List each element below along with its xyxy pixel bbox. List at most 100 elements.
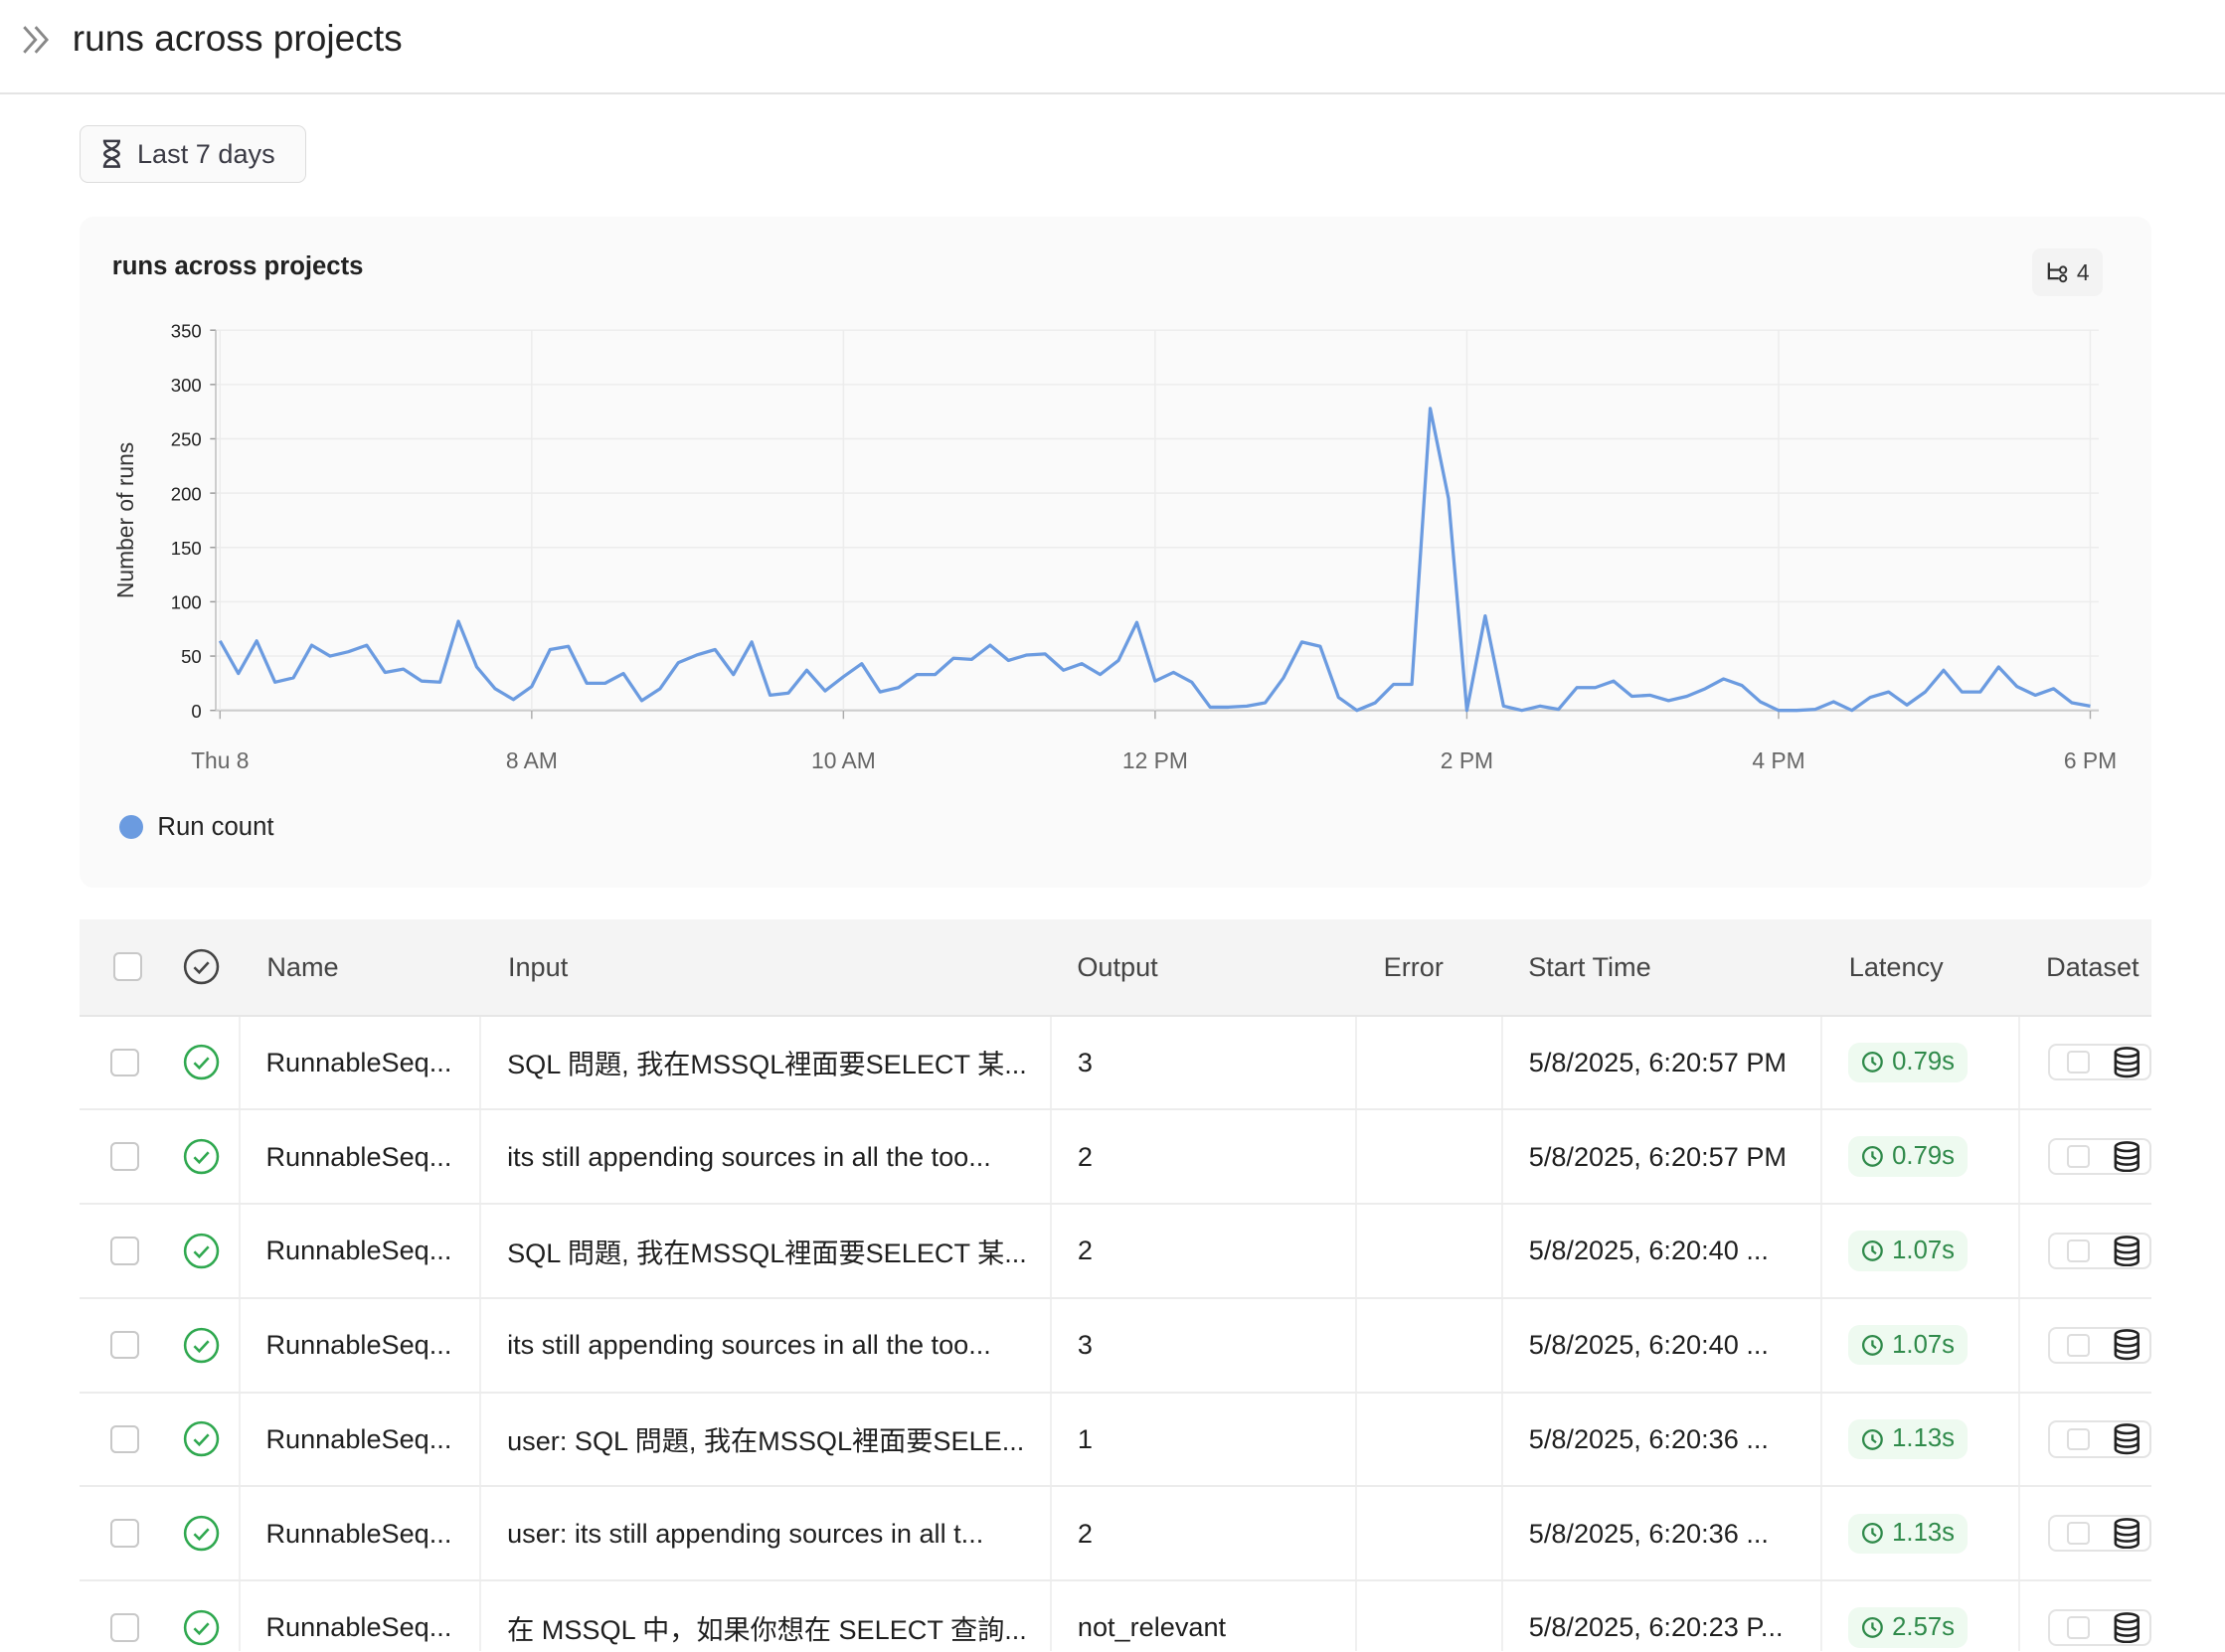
column-input[interactable]: Input bbox=[507, 950, 569, 982]
y-tick-label: 300 bbox=[171, 375, 202, 396]
database-icon bbox=[2114, 1518, 2139, 1550]
time-range-filter[interactable]: Last 7 days bbox=[79, 124, 307, 184]
status-check-icon[interactable] bbox=[183, 948, 220, 985]
dataset-checkbox[interactable] bbox=[2067, 1616, 2091, 1639]
table-row[interactable]: RunnableSeq... user: SQL 問題, 我在MSSQL裡面要SE… bbox=[79, 1393, 2151, 1488]
table-row[interactable]: RunnableSeq... SQL 問題, 我在MSSQL裡面要SELECT 某… bbox=[79, 1205, 2151, 1299]
y-tick-label: 200 bbox=[171, 484, 202, 505]
database-icon bbox=[2114, 1141, 2139, 1173]
cell-output[interactable]: 2 bbox=[1050, 1205, 1356, 1297]
add-to-dataset-control[interactable] bbox=[2048, 1326, 2151, 1364]
latency-value: 1.13s bbox=[1892, 1424, 1955, 1453]
table-row[interactable]: RunnableSeq... its still appending source… bbox=[79, 1298, 2151, 1394]
y-tick-label: 50 bbox=[181, 647, 202, 668]
add-to-dataset-control[interactable] bbox=[2048, 1515, 2151, 1553]
cell-input[interactable]: user: SQL 問題, 我在MSSQL裡面要SELE... bbox=[479, 1393, 1050, 1486]
cell-error[interactable] bbox=[1355, 1298, 1501, 1392]
cell-input[interactable]: SQL 問題, 我在MSSQL裡面要SELECT 某... bbox=[479, 1205, 1050, 1297]
row-checkbox[interactable] bbox=[110, 1424, 139, 1454]
cell-start[interactable]: 5/8/2025, 6:20:36 ... bbox=[1501, 1487, 1822, 1580]
clock-icon bbox=[1861, 1239, 1883, 1261]
dataset-checkbox[interactable] bbox=[2067, 1051, 2091, 1074]
y-tick-label: 100 bbox=[171, 592, 202, 613]
row-checkbox[interactable] bbox=[110, 1048, 139, 1077]
table-row[interactable]: RunnableSeq... user: its still appending … bbox=[79, 1487, 2151, 1582]
cell-start[interactable]: 5/8/2025, 6:20:36 ... bbox=[1501, 1393, 1822, 1486]
add-to-dataset-control[interactable] bbox=[2048, 1044, 2151, 1081]
cell-start[interactable]: 5/8/2025, 6:20:57 PM bbox=[1501, 1016, 1822, 1109]
cell-input[interactable]: user: its still appending sources in all… bbox=[479, 1487, 1050, 1580]
cell-name[interactable]: RunnableSeq... bbox=[238, 1205, 480, 1297]
x-tick-label: 2 PM bbox=[1441, 748, 1493, 774]
select-all-checkbox[interactable] bbox=[113, 952, 142, 981]
add-to-dataset-control[interactable] bbox=[2048, 1138, 2151, 1176]
table-row[interactable]: RunnableSeq... SQL 問題, 我在MSSQL裡面要SELECT 某… bbox=[79, 1016, 2151, 1111]
dataset-checkbox[interactable] bbox=[2067, 1239, 2091, 1262]
dataset-checkbox[interactable] bbox=[2067, 1427, 2091, 1451]
cell-output[interactable]: 3 bbox=[1050, 1016, 1356, 1109]
cell-output[interactable]: 1 bbox=[1050, 1393, 1356, 1486]
cell-output[interactable]: 2 bbox=[1050, 1487, 1356, 1580]
add-to-dataset-control[interactable] bbox=[2048, 1608, 2151, 1647]
cell-name[interactable]: RunnableSeq... bbox=[238, 1298, 480, 1392]
latency-value: 1.13s bbox=[1892, 1519, 1955, 1548]
project-count-badge[interactable]: 4 bbox=[2031, 248, 2104, 297]
y-tick-label: 350 bbox=[171, 321, 202, 342]
cell-error[interactable] bbox=[1355, 1487, 1501, 1580]
x-tick-label: 12 PM bbox=[1122, 748, 1188, 774]
latency-value: 2.57s bbox=[1892, 1612, 1955, 1641]
cell-input[interactable]: 在 MSSQL 中，如果你想在 SELECT 查詢... bbox=[479, 1581, 1050, 1652]
cell-error[interactable] bbox=[1355, 1110, 1501, 1204]
column-start-time[interactable]: Start Time bbox=[1528, 950, 1651, 982]
dataset-checkbox[interactable] bbox=[2067, 1522, 2091, 1546]
cell-name[interactable]: RunnableSeq... bbox=[238, 1016, 480, 1109]
row-checkbox[interactable] bbox=[110, 1330, 139, 1360]
table-row[interactable]: RunnableSeq... its still appending source… bbox=[79, 1110, 2151, 1206]
project-count: 4 bbox=[2076, 258, 2090, 285]
column-name[interactable]: Name bbox=[266, 950, 339, 982]
dataset-checkbox[interactable] bbox=[2067, 1145, 2091, 1169]
cell-start[interactable]: 5/8/2025, 6:20:23 P... bbox=[1501, 1581, 1822, 1652]
latency-badge: 0.79s bbox=[1847, 1042, 1968, 1083]
cell-error[interactable] bbox=[1355, 1016, 1501, 1109]
row-checkbox[interactable] bbox=[110, 1142, 139, 1171]
cell-error[interactable] bbox=[1355, 1393, 1501, 1486]
cell-input[interactable]: SQL 問題, 我在MSSQL裡面要SELECT 某... bbox=[479, 1016, 1050, 1109]
success-check-icon bbox=[183, 1327, 220, 1363]
x-tick-label: 10 AM bbox=[811, 748, 876, 774]
cell-start[interactable]: 5/8/2025, 6:20:40 ... bbox=[1501, 1298, 1822, 1392]
column-dataset[interactable]: Dataset bbox=[2046, 950, 2139, 982]
cell-input[interactable]: its still appending sources in all the t… bbox=[479, 1298, 1050, 1392]
row-checkbox[interactable] bbox=[110, 1237, 139, 1265]
success-check-icon bbox=[183, 1609, 220, 1646]
cell-error[interactable] bbox=[1355, 1581, 1501, 1652]
cell-output[interactable]: 3 bbox=[1050, 1298, 1356, 1392]
latency-value: 1.07s bbox=[1892, 1236, 1955, 1264]
cell-name[interactable]: RunnableSeq... bbox=[238, 1487, 480, 1580]
cell-error[interactable] bbox=[1355, 1205, 1501, 1297]
chevrons-right-icon[interactable] bbox=[20, 20, 54, 60]
x-tick-label: 8 AM bbox=[506, 748, 558, 774]
column-error[interactable]: Error bbox=[1383, 950, 1444, 982]
cell-output[interactable]: not_relevant bbox=[1050, 1581, 1356, 1652]
cell-name[interactable]: RunnableSeq... bbox=[238, 1581, 480, 1652]
clock-icon bbox=[1861, 1146, 1883, 1168]
column-output[interactable]: Output bbox=[1077, 950, 1158, 982]
cell-start[interactable]: 5/8/2025, 6:20:57 PM bbox=[1501, 1110, 1822, 1204]
row-checkbox[interactable] bbox=[110, 1519, 139, 1548]
dataset-checkbox[interactable] bbox=[2067, 1333, 2091, 1357]
page-title: runs across projects bbox=[72, 17, 403, 60]
cell-name[interactable]: RunnableSeq... bbox=[238, 1393, 480, 1486]
success-check-icon bbox=[183, 1516, 220, 1552]
cell-start[interactable]: 5/8/2025, 6:20:40 ... bbox=[1501, 1205, 1822, 1297]
cell-input[interactable]: its still appending sources in all the t… bbox=[479, 1110, 1050, 1204]
cell-name[interactable]: RunnableSeq... bbox=[238, 1110, 480, 1204]
add-to-dataset-control[interactable] bbox=[2048, 1232, 2151, 1269]
add-to-dataset-control[interactable] bbox=[2048, 1420, 2151, 1458]
table-row[interactable]: RunnableSeq... 在 MSSQL 中，如果你想在 SELECT 查詢.… bbox=[80, 1581, 2151, 1652]
cell-output[interactable]: 2 bbox=[1050, 1110, 1356, 1204]
chart-title: runs across projects bbox=[111, 252, 364, 281]
column-latency[interactable]: Latency bbox=[1848, 950, 1944, 982]
row-checkbox[interactable] bbox=[110, 1613, 139, 1642]
x-tick-label: 6 PM bbox=[2064, 748, 2117, 774]
